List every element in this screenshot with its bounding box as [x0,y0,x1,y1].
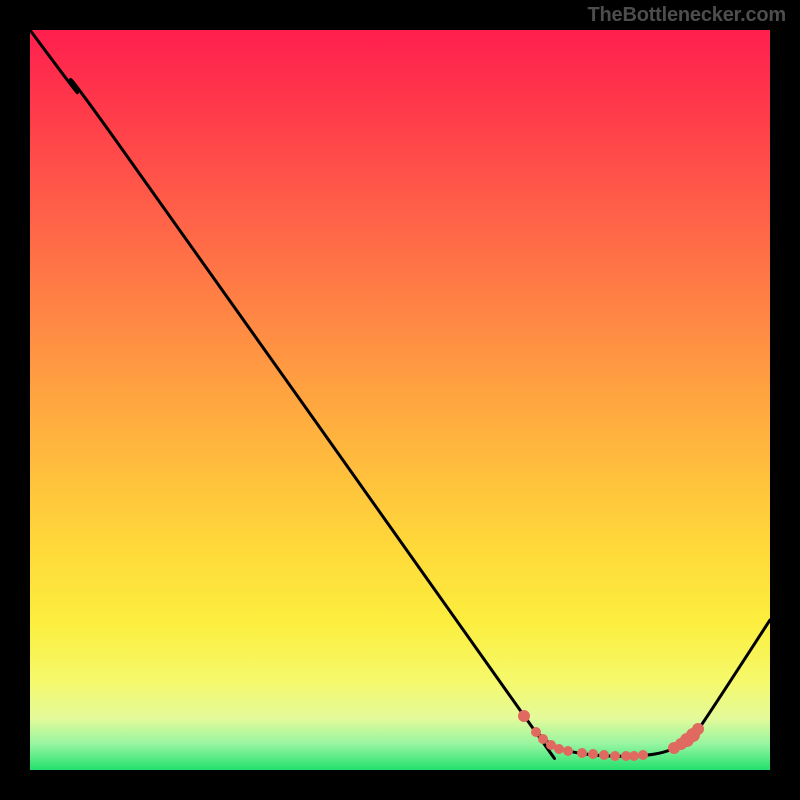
curve-marker [588,749,598,759]
chart-frame: TheBottlenecker.com [0,0,800,800]
curve-marker [538,734,548,744]
curve-marker [629,751,639,761]
curve-marker [638,750,648,760]
curve-marker [577,748,587,758]
gradient-background [30,30,770,770]
curve-marker [563,746,573,756]
attribution-text: TheBottlenecker.com [588,4,787,27]
plot-area [30,30,770,770]
curve-marker [610,751,620,761]
bottleneck-chart [30,30,770,770]
curve-marker [554,744,564,754]
curve-marker [692,723,704,735]
curve-marker [518,710,530,722]
curve-marker [599,750,609,760]
